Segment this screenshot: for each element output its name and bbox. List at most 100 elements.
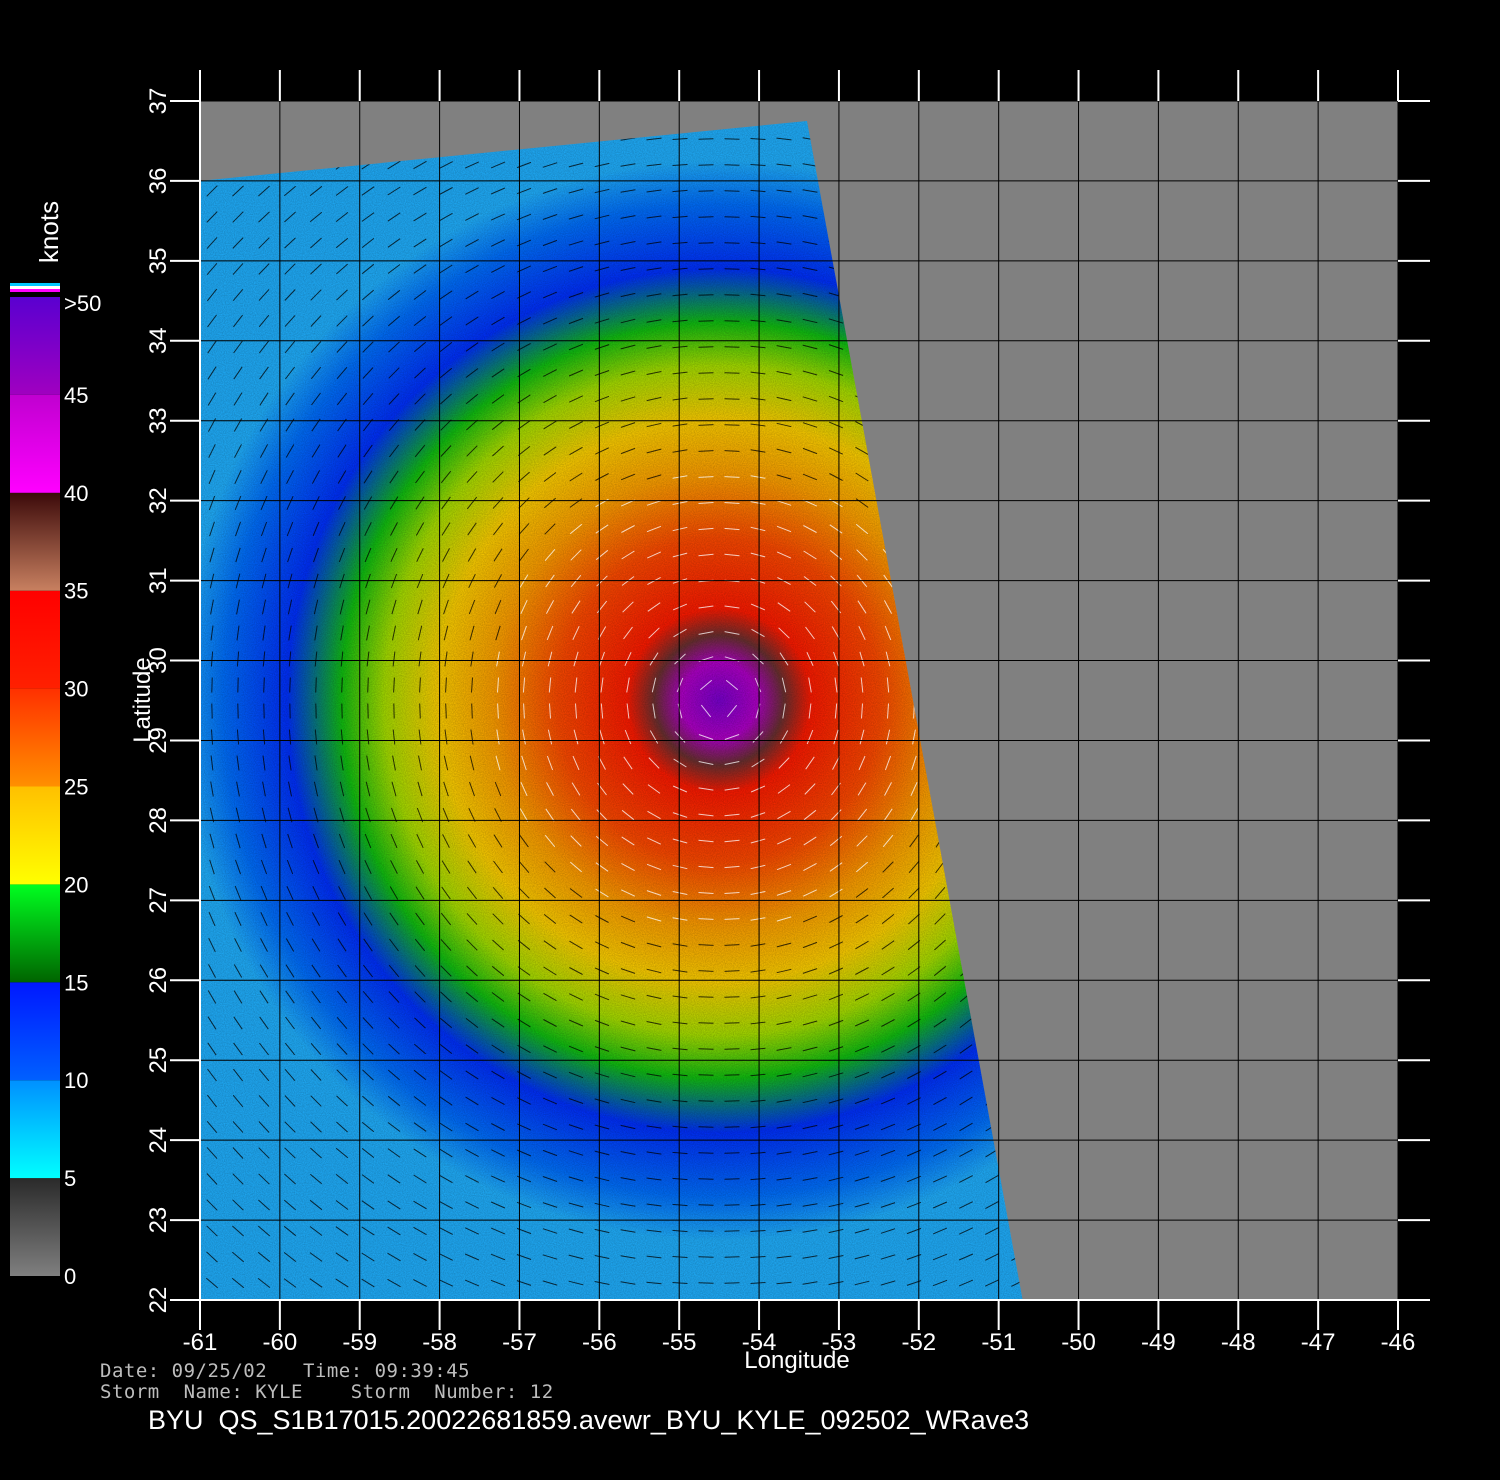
x-tick-label: -51 bbox=[981, 1329, 1016, 1356]
wind-barb bbox=[594, 967, 610, 975]
wind-barb bbox=[673, 758, 687, 768]
wind-barb bbox=[882, 834, 894, 848]
wind-barb bbox=[620, 1124, 636, 1130]
wind-barb bbox=[465, 1201, 479, 1209]
wind-barb bbox=[392, 755, 396, 771]
wind-barb bbox=[545, 808, 555, 822]
wind-barb bbox=[236, 599, 240, 615]
wind-barb bbox=[361, 289, 375, 301]
wind-barb bbox=[469, 755, 475, 771]
wind-barb bbox=[519, 808, 529, 822]
wind-barb bbox=[776, 1047, 792, 1051]
wind-barb bbox=[365, 599, 371, 615]
wind-barb bbox=[672, 603, 688, 611]
wind-barb bbox=[467, 886, 477, 900]
wind-barb bbox=[366, 625, 370, 641]
wind-barb bbox=[881, 1045, 895, 1053]
wind-barb bbox=[672, 526, 688, 532]
wind-barb bbox=[858, 755, 866, 771]
wind-barb bbox=[646, 448, 662, 454]
wind-barb bbox=[262, 599, 266, 615]
wind-barb bbox=[387, 1069, 401, 1081]
wind-barb bbox=[959, 1175, 973, 1183]
wind-barb bbox=[568, 1228, 584, 1234]
wind-barb bbox=[259, 444, 269, 458]
wind-barb bbox=[466, 419, 478, 431]
wind-barb bbox=[776, 163, 792, 167]
wind-barb bbox=[779, 730, 789, 744]
wind-barb bbox=[392, 625, 396, 641]
wind-barb bbox=[362, 392, 374, 406]
wind-barb bbox=[828, 1150, 844, 1156]
colorbar-tick-label: 35 bbox=[64, 579, 88, 604]
wind-barb bbox=[620, 163, 636, 167]
wind-barb bbox=[698, 605, 714, 609]
wind-barb bbox=[547, 651, 553, 667]
wind-barb bbox=[363, 912, 373, 926]
wind-barb bbox=[390, 522, 398, 536]
wind-barb bbox=[595, 524, 609, 534]
wind-barb bbox=[259, 366, 269, 380]
wind-barb bbox=[880, 1149, 896, 1157]
wind-barb bbox=[440, 470, 452, 484]
wind-barb bbox=[521, 651, 527, 667]
wind-barb bbox=[440, 912, 452, 926]
wind-barb bbox=[672, 1047, 688, 1051]
wind-barb bbox=[466, 496, 478, 510]
wind-barb bbox=[544, 861, 556, 873]
y-tick-label: 35 bbox=[145, 248, 172, 275]
wind-barb bbox=[933, 1123, 947, 1131]
wind-barb bbox=[464, 1227, 480, 1235]
wind-barb bbox=[549, 703, 551, 719]
wind-barb bbox=[439, 1122, 453, 1132]
wind-barb bbox=[750, 812, 766, 818]
wind-barb bbox=[855, 967, 869, 975]
x-tick-label: -61 bbox=[183, 1329, 218, 1356]
wind-barb bbox=[413, 264, 427, 274]
wind-barb bbox=[417, 599, 423, 615]
wind-barb bbox=[491, 1123, 505, 1131]
wind-barb bbox=[467, 860, 477, 874]
wind-barb bbox=[497, 677, 499, 693]
wind-barb bbox=[594, 240, 610, 246]
wind-barb bbox=[414, 965, 426, 977]
wind-barb bbox=[208, 937, 216, 953]
wind-barb bbox=[828, 370, 844, 376]
wind-barb bbox=[776, 1099, 792, 1103]
wind-barb bbox=[232, 1173, 244, 1185]
wind-barb bbox=[776, 396, 792, 402]
wind-barb bbox=[283, 1252, 297, 1262]
wind-barb bbox=[646, 137, 662, 141]
wind-barb bbox=[389, 470, 399, 484]
wind-barb bbox=[440, 445, 452, 457]
wind-barb bbox=[698, 372, 714, 374]
wind-barb bbox=[206, 288, 218, 302]
wind-barb bbox=[750, 267, 766, 271]
wind-barb bbox=[414, 393, 426, 405]
wind-barb bbox=[778, 627, 790, 639]
wind-barb bbox=[464, 161, 480, 169]
wind-barb bbox=[569, 888, 583, 898]
wind-barb bbox=[236, 755, 240, 771]
x-tick-label: -49 bbox=[1141, 1329, 1176, 1356]
wind-barb bbox=[260, 938, 268, 952]
wind-barb bbox=[620, 267, 636, 271]
wind-barb bbox=[231, 1251, 245, 1263]
wind-barb bbox=[362, 367, 374, 379]
wind-barb bbox=[750, 1021, 766, 1025]
wind-barb bbox=[310, 289, 322, 301]
wind-barb bbox=[206, 262, 218, 276]
wind-barb bbox=[698, 450, 714, 452]
wind-barb bbox=[672, 891, 688, 895]
wind-barb bbox=[880, 1071, 896, 1079]
wind-barb bbox=[543, 992, 557, 1002]
wind-barb bbox=[776, 500, 792, 506]
wind-barb bbox=[288, 651, 292, 667]
wind-barb bbox=[388, 964, 400, 978]
wind-barb bbox=[337, 964, 347, 978]
wind-barb bbox=[594, 1281, 610, 1285]
wind-barb bbox=[776, 863, 792, 871]
wind-barb bbox=[802, 292, 818, 298]
wind-barb bbox=[751, 628, 765, 638]
